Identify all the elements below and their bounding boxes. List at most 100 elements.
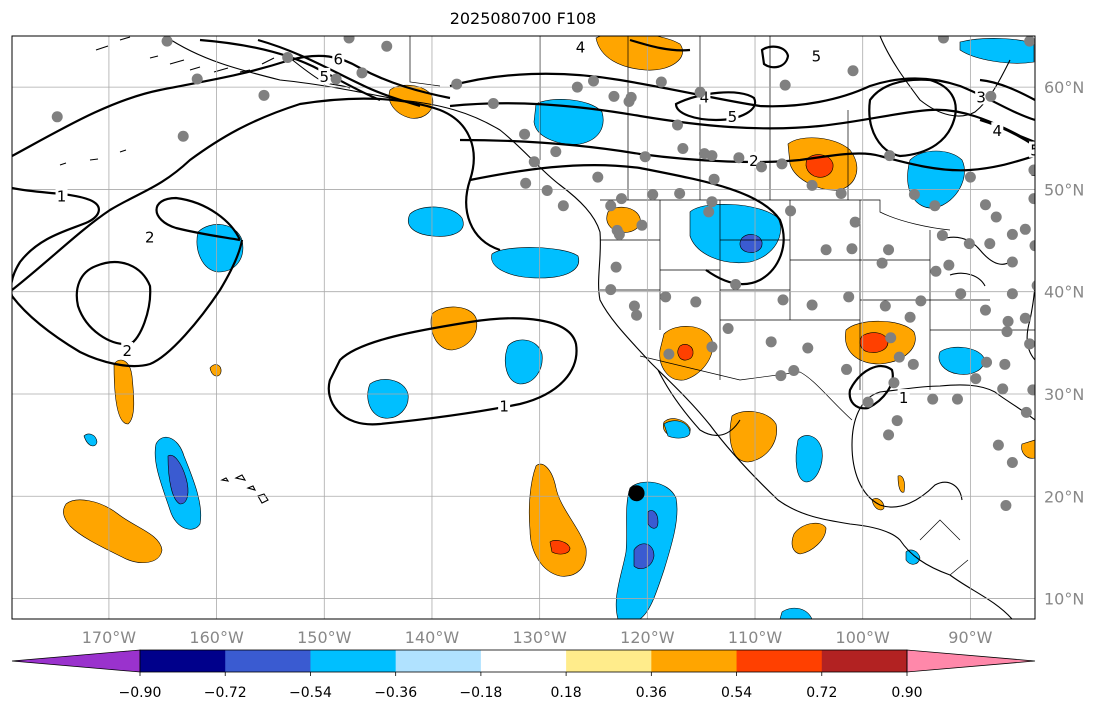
colorbar-segment [310,650,397,672]
anomaly-patch [791,522,827,555]
station-marker [1031,280,1035,291]
contour-label-bg [726,107,739,124]
station-marker [258,89,270,101]
station-marker [451,78,463,90]
contour-label-bg [143,228,156,245]
lon-tick-label: 90°W [948,628,992,647]
anomaly-patch [647,510,659,529]
colorbar-segment [651,650,738,672]
station-marker [883,429,895,441]
colorbar-segment [140,650,226,672]
shaded-anomalies [63,36,1035,619]
station-marker [788,364,800,376]
contour-label-bg [318,67,331,84]
anomaly-patch [677,344,694,361]
station-marker [191,73,203,85]
lon-tick-label: 150°W [297,628,352,647]
station-marker [1006,228,1018,240]
station-marker [999,358,1011,370]
station-marker [1039,365,1050,376]
station-marker [1028,164,1035,176]
lat-tick-label: 10°N [1044,590,1084,609]
station-marker [605,200,617,212]
anomaly-patch [805,154,834,178]
station-marker [755,161,767,173]
anomaly-patch [595,36,683,71]
great-lakes [939,236,1011,287]
station-marker [1028,193,1035,205]
station-marker [177,130,189,142]
station-marker [984,238,996,250]
contour-label: 5 [728,108,738,126]
station-marker [381,40,393,52]
hudson-bay [879,36,1011,117]
station-marker [985,90,997,102]
station-marker [663,348,675,360]
anomaly-patch [528,463,587,577]
station-marker [1036,416,1047,427]
contour-line [155,196,242,242]
map-frame [11,35,1036,620]
central-america [919,519,969,576]
station-marker [927,393,939,405]
lat-tick-label: 40°N [1044,283,1084,302]
station-marker [639,151,651,163]
hawaii-islands [220,474,269,504]
station-marker [1006,457,1018,469]
gulf-coast [851,384,1035,508]
contour-line [449,72,1035,122]
station-marker [936,229,948,241]
map-panel: 1221654542345351 [12,36,1050,619]
station-marker [51,111,63,123]
anomaly-patch [83,433,98,447]
colorbar-tick-label: −0.54 [289,685,332,701]
contour-label: 3 [976,88,986,106]
station-marker [765,336,777,348]
lon-tick-label: 110°W [728,628,783,647]
station-marker [628,300,640,312]
anomaly-patch [63,499,163,563]
colorbar-tick-label: 0.72 [806,685,837,701]
station-marker [915,295,927,307]
longitude-tick-labels: 170°W 160°W 150°W 140°W 130°W 120°W 110°W 100°W… [82,628,993,647]
station-marker [891,415,903,427]
colorbar-outline [139,649,908,673]
contour-label: 2 [122,342,132,360]
station-marker [722,323,734,335]
colorbar-extend-min [11,649,141,673]
station-marker [610,261,622,273]
contour-label-bg [975,88,988,105]
anomaly-patch [779,607,813,619]
station-marker [631,309,643,321]
station-marker [519,128,531,140]
anomaly-patch [633,543,655,569]
lon-tick-label: 160°W [189,628,244,647]
contour-line [449,102,1035,144]
anomaly-patch [533,99,604,145]
highlight-point-marker [628,485,645,502]
station-marker [613,228,625,240]
station-marker [943,259,955,271]
station-marker [992,439,1004,451]
station-marker [964,171,976,183]
station-marker [970,373,982,385]
colorbar-tick-label: 0.36 [636,685,667,701]
station-marker [963,238,975,250]
aleutian-chain [59,36,275,166]
station-marker [843,291,855,303]
anomaly-patch [938,346,985,375]
anomaly-patch [408,206,464,237]
station-marker [730,279,742,291]
coastlines [59,36,1035,619]
contour-label-bg [747,151,760,168]
station-marker [655,76,667,88]
contour-labels: 1221654542345351 [55,38,1035,415]
station-marker [907,358,919,370]
station-marker [1024,338,1035,350]
station-marker [1029,240,1035,252]
colorbar-tick-label: 0.18 [551,685,582,701]
lon-tick-label: 140°W [405,628,460,647]
station-marker [893,351,905,363]
station-marker [647,189,659,201]
